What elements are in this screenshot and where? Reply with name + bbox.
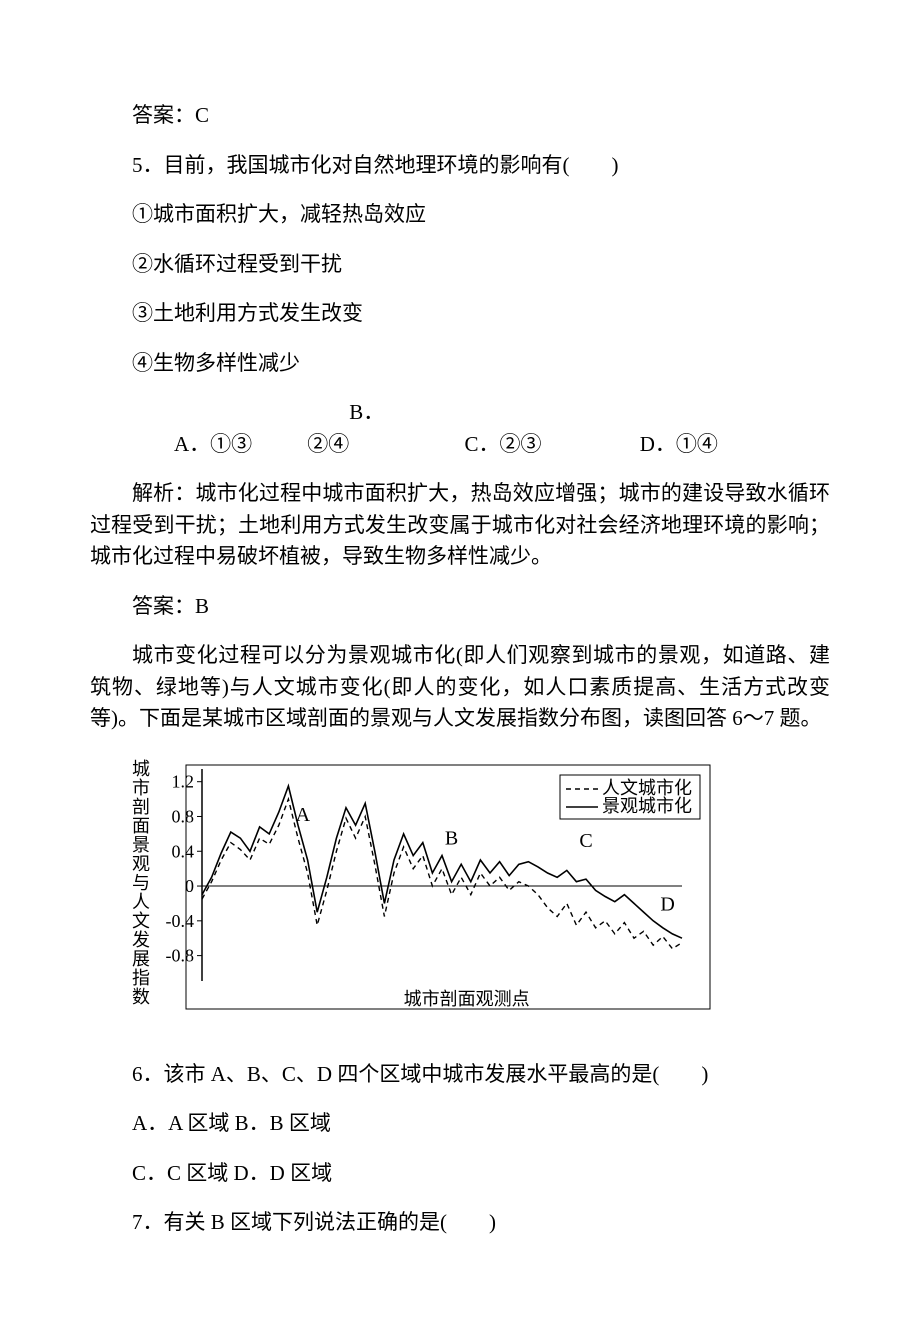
q5-item-2: ②水循环过程受到干扰	[90, 249, 830, 281]
svg-text:发: 发	[132, 930, 150, 950]
svg-text:-0.4: -0.4	[166, 910, 195, 930]
svg-text:D: D	[660, 893, 674, 915]
svg-text:A: A	[296, 803, 311, 825]
svg-text:景观城市化: 景观城市化	[602, 796, 692, 816]
q5-stem: 5．目前，我国城市化对自然地理环境的影响有( )	[90, 150, 830, 182]
q5-opt-d: D．①④	[598, 429, 718, 461]
svg-text:城市剖面观测点: 城市剖面观测点	[404, 989, 530, 1009]
chart-container: 1.2 0.8 0.4 0 -0.4 -0.8 城市剖面景观与人文发展指数 城市剖面观测点 A B…	[126, 753, 830, 1033]
passage: 城市变化过程可以分为景观城市化(即人们观察到城市的景观，如道路、建筑物、绿地等)…	[90, 640, 830, 735]
q5-analysis: 解析：城市化过程中城市面积扩大，热岛效应增强；城市的建设导致水循环过程受到干扰；…	[90, 478, 830, 573]
q7-stem: 7．有关 B 区域下列说法正确的是( )	[90, 1207, 830, 1239]
q6-options-line2: C．C 区域 D．D 区域	[90, 1158, 830, 1190]
q5-answer: 答案：B	[90, 591, 830, 623]
q6-stem: 6．该市 A、B、C、D 四个区域中城市发展水平最高的是( )	[90, 1059, 830, 1091]
svg-text:0.8: 0.8	[172, 806, 195, 826]
q5-opt-b: B．②④	[307, 397, 417, 460]
svg-text:人: 人	[132, 892, 150, 912]
svg-text:0.4: 0.4	[172, 841, 195, 861]
svg-text:B: B	[445, 827, 458, 849]
svg-text:与: 与	[132, 873, 150, 893]
q5-opt-a: A．①③	[132, 429, 302, 461]
svg-text:1.2: 1.2	[172, 771, 195, 791]
svg-text:景: 景	[132, 835, 150, 855]
q5-item-4: ④生物多样性减少	[90, 348, 830, 380]
q6-options-line1: A．A 区域 B．B 区域	[90, 1108, 830, 1140]
profile-chart: 1.2 0.8 0.4 0 -0.4 -0.8 城市剖面景观与人文发展指数 城市剖面观测点 A B…	[126, 753, 726, 1033]
svg-text:-0.8: -0.8	[166, 945, 195, 965]
svg-text:面: 面	[132, 816, 150, 836]
answer-4: 答案：C	[90, 100, 830, 132]
svg-text:数: 数	[132, 987, 150, 1007]
svg-text:市: 市	[132, 778, 150, 798]
q5-item-3: ③土地利用方式发生改变	[90, 298, 830, 330]
svg-text:0: 0	[185, 876, 194, 896]
q5-options: A．①③ B．②④ C．②③ D．①④	[90, 397, 830, 460]
q5-opt-c: C．②③	[423, 429, 593, 461]
svg-text:展: 展	[132, 949, 150, 969]
svg-text:C: C	[579, 829, 592, 851]
svg-text:剖: 剖	[132, 797, 150, 817]
svg-text:人文城市化: 人文城市化	[602, 778, 692, 798]
q5-item-1: ①城市面积扩大，减轻热岛效应	[90, 199, 830, 231]
svg-text:指: 指	[132, 968, 150, 988]
svg-text:观: 观	[132, 854, 150, 874]
svg-text:文: 文	[132, 911, 150, 931]
svg-text:城: 城	[132, 759, 150, 779]
